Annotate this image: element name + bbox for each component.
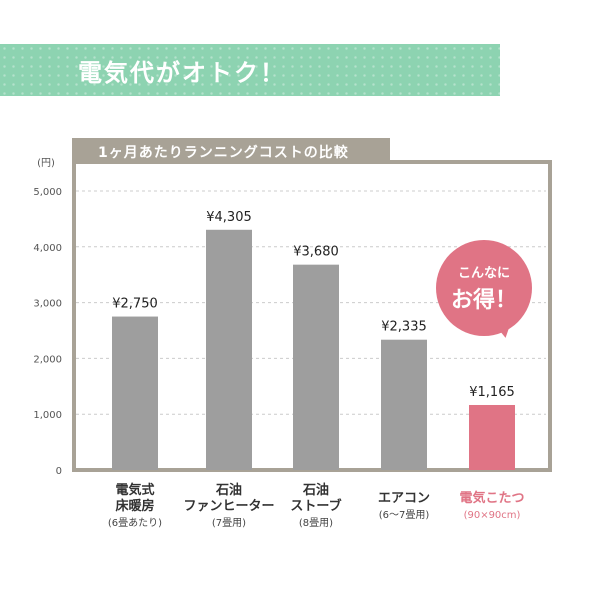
- category-sub-label: (7畳用): [211, 518, 247, 529]
- category-name-line: エアコン: [377, 491, 430, 506]
- category-name-line: 床暖房: [115, 499, 155, 514]
- category-name-line: 電気こたつ: [459, 491, 525, 506]
- category-sub-label: (6畳あたり): [107, 518, 163, 529]
- category-name-line: ストーブ: [290, 499, 342, 514]
- savings-callout: こんなに お得！: [436, 240, 532, 340]
- bar-value-label: ¥2,335: [381, 320, 427, 335]
- bar: [469, 404, 515, 470]
- category-name-line: ファンヒーター: [183, 499, 275, 514]
- bar-value-label: ¥3,680: [293, 245, 339, 260]
- chart-title: 1ヶ月あたりランニングコストの比較: [98, 145, 349, 161]
- category-sub-label: (8畳用): [298, 518, 334, 529]
- bar: [206, 229, 252, 470]
- callout-line1: こんなに: [457, 266, 510, 281]
- category-name-line: 電気式: [115, 483, 155, 498]
- bar: [112, 316, 158, 470]
- category-label: エアコン (6〜7畳用): [344, 491, 464, 523]
- bar-value-label: ¥4,305: [206, 210, 252, 225]
- category-sub-label: (6〜7畳用): [378, 510, 430, 521]
- category-label: 電気式 床暖房 (6畳あたり): [75, 483, 195, 531]
- category-name-line: 石油: [302, 483, 329, 498]
- callout-line2: お得！: [450, 288, 517, 313]
- category-label: 石油 ストーブ (8畳用): [256, 483, 376, 531]
- bar: [381, 339, 427, 470]
- y-tick-label: 2,000: [33, 354, 62, 365]
- category-label: 石油 ファンヒーター (7畳用): [169, 483, 289, 531]
- y-axis-unit-label: (円): [37, 158, 55, 169]
- bar: [293, 264, 339, 470]
- category-sub-label: (90×90cm): [463, 510, 521, 521]
- title-banner: 電気代がオトク！: [0, 44, 500, 96]
- bar-value-label: ¥2,750: [112, 297, 158, 312]
- y-tick-label: 1,000: [33, 410, 62, 421]
- y-tick-label: 3,000: [33, 299, 62, 310]
- y-tick-label: 0: [56, 466, 62, 477]
- category-label: 電気こたつ (90×90cm): [432, 491, 552, 523]
- callout-circle: [436, 240, 532, 336]
- chart-panel-tab: 1ヶ月あたりランニングコストの比較: [72, 138, 390, 164]
- bar-value-label: ¥1,165: [469, 385, 515, 400]
- y-tick-label: 5,000: [33, 187, 62, 198]
- banner-title: 電気代がオトク！: [78, 59, 286, 87]
- category-name-line: 石油: [215, 483, 242, 498]
- y-tick-label: 4,000: [33, 243, 62, 254]
